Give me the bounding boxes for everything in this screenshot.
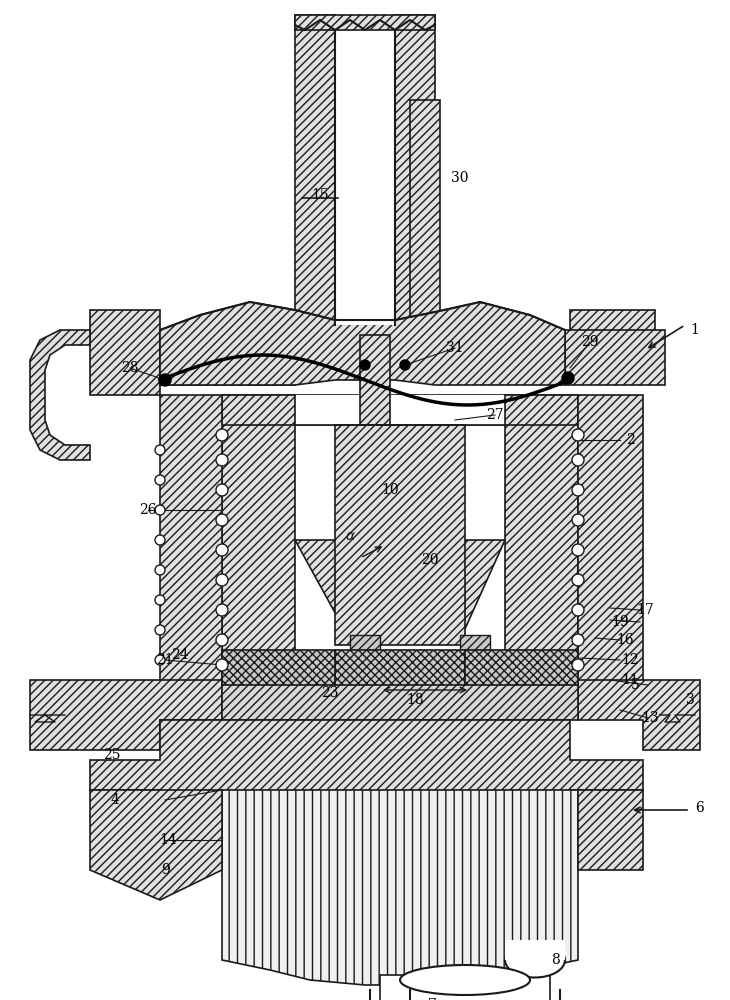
Polygon shape: [295, 15, 335, 325]
Text: 15: 15: [311, 188, 329, 202]
Circle shape: [155, 505, 165, 515]
Ellipse shape: [505, 942, 565, 978]
Text: 1: 1: [691, 323, 699, 337]
Text: 28: 28: [121, 361, 139, 375]
Text: 17: 17: [636, 603, 654, 617]
Text: 29: 29: [581, 335, 599, 349]
Circle shape: [400, 360, 410, 370]
Circle shape: [562, 372, 574, 384]
Circle shape: [216, 634, 228, 646]
Circle shape: [155, 595, 165, 605]
Circle shape: [216, 514, 228, 526]
Polygon shape: [90, 790, 222, 900]
Circle shape: [216, 484, 228, 496]
Polygon shape: [30, 680, 222, 750]
Circle shape: [572, 429, 584, 441]
Circle shape: [155, 445, 165, 455]
Polygon shape: [505, 940, 565, 960]
Circle shape: [572, 634, 584, 646]
Circle shape: [216, 604, 228, 616]
Circle shape: [572, 454, 584, 466]
Text: 31: 31: [446, 341, 464, 355]
Polygon shape: [160, 302, 565, 385]
Circle shape: [159, 374, 171, 386]
Polygon shape: [350, 635, 380, 650]
Circle shape: [216, 544, 228, 556]
Polygon shape: [90, 720, 643, 830]
Text: 23: 23: [321, 686, 339, 700]
Polygon shape: [222, 790, 578, 985]
Text: 27: 27: [486, 408, 504, 422]
Text: 8: 8: [550, 953, 559, 967]
Circle shape: [572, 544, 584, 556]
Circle shape: [155, 655, 165, 665]
Text: 7: 7: [428, 998, 437, 1000]
Polygon shape: [295, 395, 505, 425]
Circle shape: [572, 484, 584, 496]
Circle shape: [216, 454, 228, 466]
Text: 4: 4: [110, 793, 120, 807]
Polygon shape: [90, 310, 160, 395]
Polygon shape: [30, 330, 90, 460]
Text: 11: 11: [621, 673, 639, 687]
Polygon shape: [222, 650, 335, 685]
Text: 30: 30: [451, 171, 469, 185]
Text: 18: 18: [406, 693, 424, 707]
Polygon shape: [222, 395, 578, 425]
Polygon shape: [395, 15, 435, 325]
Text: 19: 19: [611, 615, 629, 629]
Text: 13: 13: [641, 711, 658, 725]
Circle shape: [155, 535, 165, 545]
Polygon shape: [335, 650, 465, 685]
Text: 9: 9: [161, 863, 169, 877]
Circle shape: [155, 475, 165, 485]
Text: 2: 2: [626, 433, 634, 447]
Text: 14: 14: [159, 833, 177, 847]
Polygon shape: [295, 540, 505, 640]
Text: 12: 12: [621, 653, 639, 667]
Polygon shape: [335, 425, 465, 645]
Polygon shape: [222, 395, 295, 685]
Polygon shape: [160, 330, 295, 385]
Circle shape: [216, 659, 228, 671]
Text: 5: 5: [631, 678, 639, 692]
Text: 10: 10: [381, 483, 399, 497]
Polygon shape: [565, 330, 665, 385]
Text: 6: 6: [696, 801, 704, 815]
Polygon shape: [460, 635, 490, 650]
Text: 20: 20: [421, 553, 439, 567]
Circle shape: [572, 604, 584, 616]
Polygon shape: [570, 310, 655, 375]
Polygon shape: [380, 975, 550, 1000]
Polygon shape: [360, 335, 390, 425]
Text: $\alpha$: $\alpha$: [345, 529, 356, 543]
Circle shape: [155, 625, 165, 635]
Polygon shape: [578, 680, 700, 750]
Ellipse shape: [400, 965, 530, 995]
Polygon shape: [578, 790, 643, 870]
Polygon shape: [335, 15, 395, 325]
Circle shape: [360, 360, 370, 370]
Polygon shape: [222, 680, 578, 720]
Text: 25: 25: [103, 748, 120, 762]
Polygon shape: [505, 395, 578, 685]
Text: 24: 24: [172, 648, 189, 662]
Polygon shape: [410, 100, 440, 320]
Text: 21: 21: [156, 653, 174, 667]
Text: 16: 16: [616, 633, 634, 647]
Circle shape: [155, 565, 165, 575]
Circle shape: [572, 574, 584, 586]
Circle shape: [216, 574, 228, 586]
Polygon shape: [160, 395, 222, 690]
Polygon shape: [465, 650, 578, 685]
Circle shape: [572, 659, 584, 671]
Polygon shape: [578, 395, 643, 690]
Text: 3: 3: [685, 693, 694, 707]
Circle shape: [572, 514, 584, 526]
Polygon shape: [295, 15, 435, 30]
Text: 26: 26: [139, 503, 157, 517]
Circle shape: [216, 429, 228, 441]
